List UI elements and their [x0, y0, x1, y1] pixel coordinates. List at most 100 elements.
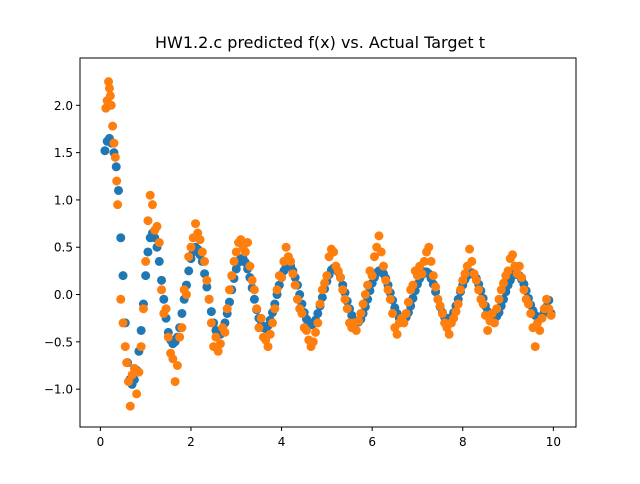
scatter-point	[301, 325, 311, 335]
scatter-point	[157, 285, 167, 295]
y-tick-label: 1.5	[54, 146, 73, 160]
y-tick-label: 1.0	[54, 193, 73, 207]
scatter-point	[315, 299, 325, 309]
scatter-point	[474, 285, 484, 295]
scatter-point	[136, 342, 146, 352]
scatter-point	[145, 190, 155, 200]
series-layer	[100, 77, 556, 411]
scatter-point	[428, 271, 438, 281]
scatter-point	[288, 269, 298, 279]
scatter-point	[530, 342, 540, 352]
series-1	[101, 77, 556, 411]
scatter-point	[297, 308, 307, 318]
scatter-point	[292, 294, 302, 304]
scatter-point	[247, 275, 257, 285]
scatter-point	[329, 247, 339, 257]
scatter-point	[213, 346, 223, 356]
scatter-point	[123, 377, 133, 387]
scatter-point	[320, 278, 330, 288]
scatter-point	[254, 323, 264, 333]
scatter-point	[105, 91, 115, 101]
scatter-point	[243, 238, 253, 247]
scatter-point	[181, 290, 191, 300]
scatter-point	[399, 318, 409, 328]
scatter-point	[537, 313, 547, 323]
scatter-point	[202, 282, 212, 292]
scatter-point	[268, 318, 278, 328]
scatter-point	[489, 318, 499, 328]
scatter-point	[417, 269, 427, 279]
scatter-point	[231, 247, 241, 257]
scatter-point	[184, 266, 194, 276]
x-tick-label: 8	[459, 435, 467, 449]
scatter-point	[170, 377, 180, 387]
scatter-point	[360, 290, 370, 300]
scatter-point	[546, 310, 556, 320]
scatter-point	[378, 261, 388, 271]
scatter-point	[385, 294, 395, 304]
scatter-point	[159, 294, 169, 304]
scatter-point	[351, 325, 361, 335]
y-tick-label: −0.5	[44, 335, 73, 349]
scatter-point	[424, 242, 434, 252]
scatter-point	[163, 332, 173, 342]
scatter-point	[116, 294, 126, 304]
scatter-point	[419, 256, 429, 266]
x-tick-label: 6	[368, 435, 376, 449]
scatter-point	[374, 231, 384, 241]
scatter-point	[245, 261, 255, 271]
scatter-point	[256, 313, 266, 323]
scatter-point	[220, 327, 230, 337]
scatter-point	[249, 294, 259, 304]
scatter-point	[388, 308, 398, 318]
scatter-point	[535, 325, 545, 335]
scatter-point	[147, 200, 157, 210]
scatter-point	[204, 294, 214, 304]
scatter-point	[118, 271, 128, 281]
scatter-point	[175, 332, 185, 342]
scatter-point	[340, 294, 350, 304]
scatter-point	[526, 308, 536, 318]
x-tick-label: 4	[278, 435, 286, 449]
scatter-point	[152, 221, 162, 231]
scatter-point	[132, 389, 142, 399]
scatter-point	[519, 285, 529, 295]
scatter-point	[435, 301, 445, 311]
scatter-point	[265, 329, 275, 339]
scatter-point	[356, 308, 366, 318]
scatter-point	[270, 304, 280, 314]
scatter-point	[286, 256, 296, 266]
scatter-point	[494, 294, 504, 304]
scatter-point	[157, 275, 167, 285]
scatter-point	[376, 247, 386, 257]
scatter-point	[358, 299, 368, 309]
x-tick-label: 0	[97, 435, 105, 449]
scatter-point	[426, 256, 436, 266]
scatter-point	[240, 247, 250, 257]
scatter-point	[154, 256, 164, 266]
scatter-point	[195, 235, 205, 245]
y-tick-label: −1.0	[44, 383, 73, 397]
scatter-point	[277, 273, 287, 283]
scatter-point	[211, 332, 221, 342]
scatter-point	[437, 308, 447, 318]
scatter-point	[206, 307, 216, 317]
scatter-point	[122, 358, 132, 368]
scatter-point	[110, 152, 120, 162]
scatter-point	[453, 299, 463, 309]
scatter-point	[168, 354, 178, 364]
scatter-point	[229, 256, 239, 266]
chart-title: HW1.2.c predicted f(x) vs. Actual Target…	[155, 33, 485, 52]
scatter-point	[322, 271, 332, 281]
scatter-point	[408, 280, 418, 290]
scatter-point	[471, 275, 481, 285]
scatter-point	[186, 242, 196, 252]
scatter-point	[451, 307, 461, 317]
scatter-point	[517, 273, 527, 283]
scatter-point	[338, 285, 348, 295]
scatter-point	[465, 244, 475, 254]
scatter-point	[197, 247, 207, 257]
scatter-point	[460, 269, 470, 279]
